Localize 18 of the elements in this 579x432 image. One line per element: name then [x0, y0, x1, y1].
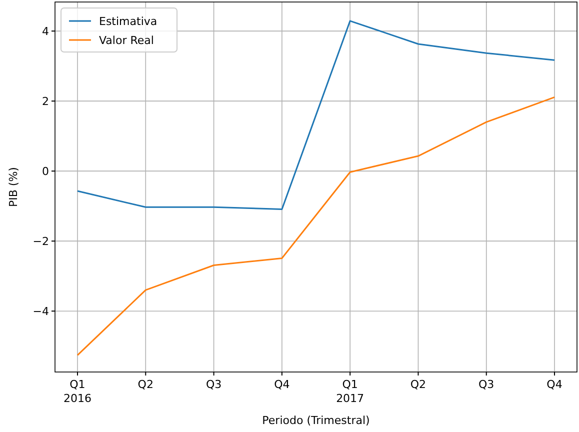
- y-tick-label: 0: [42, 164, 49, 178]
- x-tick-label: Q3: [206, 378, 222, 391]
- y-tick-label: 4: [42, 24, 49, 38]
- x-axis-title: Periodo (Trimestral): [262, 414, 370, 427]
- x-tick-label: Q1 2017: [336, 378, 364, 405]
- y-tick-label: −4: [32, 304, 49, 318]
- y-axis-title: PIB (%): [7, 167, 20, 207]
- legend-label: Estimativa: [99, 14, 158, 28]
- y-tick-label: 2: [42, 94, 49, 108]
- legend-label: Valor Real: [99, 34, 154, 47]
- x-tick-label: Q4: [274, 378, 290, 391]
- line-series: [76, 96, 556, 356]
- x-tick-label: Q1 2016: [63, 378, 92, 405]
- x-tick-label: Q2: [410, 378, 426, 391]
- x-tick-label: Q4: [546, 378, 562, 391]
- y-tick-label: −2: [32, 234, 49, 248]
- x-tick-label: Q2: [138, 378, 154, 391]
- x-tick-label: Q3: [478, 378, 494, 391]
